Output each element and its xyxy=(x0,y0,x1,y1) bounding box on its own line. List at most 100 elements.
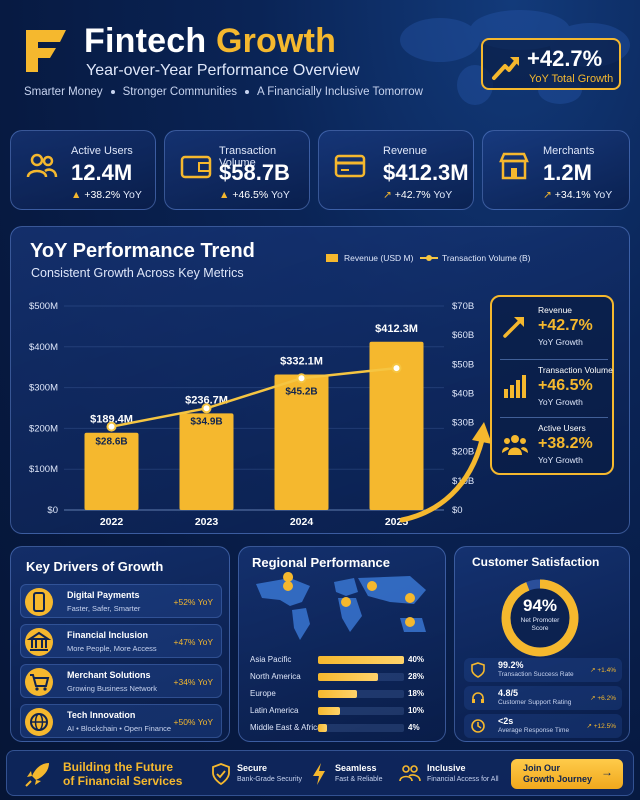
revenue-bar xyxy=(274,374,329,510)
bank-icon xyxy=(26,631,52,651)
bars-icon xyxy=(504,375,526,398)
revenue-data-label: $412.3M xyxy=(375,323,418,335)
wallet-icon xyxy=(180,155,212,179)
page-title: Fintech Growth xyxy=(84,22,337,60)
x-tick-label: 2024 xyxy=(290,516,314,528)
region-share-bar xyxy=(318,707,340,715)
kpi-card-transaction-volume: Transaction Volume $58.7B ▲ +46.5% YoY xyxy=(164,130,310,210)
revenue-data-label: $189.4M xyxy=(90,414,133,426)
transaction-volume-point xyxy=(391,363,402,374)
sat-row-response-time: <2s Average Response Time ↗ +12.5% xyxy=(464,714,622,738)
revenue-data-label: $236.7M xyxy=(185,394,228,406)
region-row-europe: Europe 18% xyxy=(250,689,425,698)
y-left-tick-label: $200M xyxy=(29,423,58,434)
transaction-volume-data-label: $28.6B xyxy=(95,437,127,448)
clock-icon xyxy=(471,719,485,733)
transaction-volume-point xyxy=(201,403,212,414)
growth-arrow-head-icon xyxy=(472,422,492,444)
headset-icon xyxy=(472,692,484,703)
legend-volume: Transaction Volume (B) xyxy=(420,253,531,263)
kpi-card-active-users: Active Users 12.4M ▲ +38.2% YoY xyxy=(10,130,156,210)
region-row-north-america: North America 28% xyxy=(250,672,425,681)
trend-subtitle: Consistent Growth Across Key Metrics xyxy=(31,266,244,280)
y-right-tick-label: $60B xyxy=(452,330,474,341)
region-row-latin-america: Latin America 10% xyxy=(250,706,425,715)
legend-swatch-line xyxy=(420,255,438,261)
trend-arrow-icon xyxy=(492,57,519,80)
cart-icon xyxy=(30,674,50,691)
region-share-bar xyxy=(318,673,379,681)
growth-arrow-icon xyxy=(399,437,485,523)
tagline: Smarter Money Stronger Communities A Finan… xyxy=(24,86,423,98)
footer-tagline: Building the Future of Financial Services xyxy=(63,760,183,788)
rocket-icon xyxy=(25,763,49,787)
region-row-asia-pacific: Asia Pacific 40% xyxy=(250,655,425,664)
revenue-bar xyxy=(179,413,234,510)
page-subtitle: Year-over-Year Performance Overview xyxy=(86,62,360,79)
driver-tech-innovation: Tech Innovation AI • Blockchain • Open F… xyxy=(20,704,222,738)
transaction-volume-data-label: $48.7B xyxy=(380,350,412,361)
side-stat-revenue: Revenue +42.7% YoY Growth xyxy=(492,299,616,357)
region-share-bar xyxy=(318,656,404,664)
nps-value: 94% xyxy=(522,596,558,615)
transaction-volume-line xyxy=(111,366,397,428)
side-stat-active-users: Active Users +38.2% YoY Growth xyxy=(492,417,616,475)
arrow-right-icon: → xyxy=(601,765,613,779)
transaction-volume-point xyxy=(106,421,117,432)
sat-row-support-rating: 4.8/5 Customer Support Rating ↗ +6.2% xyxy=(464,686,622,710)
driver-digital-payments: Digital Payments Faster, Safer, Smarter … xyxy=(20,584,222,618)
side-stat-transaction-volume: Transaction Volume +46.5% YoY Growth xyxy=(492,359,616,417)
y-left-tick-label: $500M xyxy=(29,301,58,312)
transaction-volume-data-label: $34.9B xyxy=(190,416,222,427)
transaction-volume-point xyxy=(296,373,307,384)
revenue-data-label: $332.1M xyxy=(280,356,323,368)
footer-bar: Building the Future of Financial Services… xyxy=(6,750,634,796)
region-share-bar xyxy=(318,724,327,732)
shield-check-icon xyxy=(212,763,230,785)
drivers-title: Key Drivers of Growth xyxy=(26,559,164,574)
kpi-card-merchants: Merchants 1.2M ↗ +34.1% YoY xyxy=(482,130,630,210)
x-tick-label: 2023 xyxy=(195,516,219,528)
card-icon xyxy=(334,154,366,178)
nps-ring xyxy=(501,579,579,657)
kpi-card-revenue: Revenue $412.3M ↗ +42.7% YoY xyxy=(318,130,474,210)
satisfaction-title: Customer Satisfaction xyxy=(472,555,600,569)
nps-label: Net Promoter Score xyxy=(520,617,560,632)
total-growth-badge: +42.7% YoY Total Growth xyxy=(481,38,621,90)
driver-financial-inclusion: Financial Inclusion More People, More Ac… xyxy=(20,624,222,658)
region-share-bar xyxy=(318,690,357,698)
y-left-tick-label: $400M xyxy=(29,342,58,353)
region-row-middle-east-africa: Middle East & Africa 4% xyxy=(250,723,420,732)
trend-chart: $0$100M$200M$300M$400M$500M$0$10B$20B$30… xyxy=(29,301,492,528)
people-icon xyxy=(399,765,421,782)
revenue-bar xyxy=(84,432,139,510)
y-right-tick-label: $50B xyxy=(452,359,474,370)
revenue-bar xyxy=(369,341,424,510)
nps-ring-fill xyxy=(501,579,579,657)
globe-icon xyxy=(30,713,48,731)
arrow-up-icon xyxy=(503,317,524,338)
x-tick-label: 2022 xyxy=(100,516,124,528)
legend-swatch-bar xyxy=(326,254,338,262)
join-growth-journey-button[interactable]: Join Our Growth Journey → xyxy=(511,759,623,789)
driver-merchant-solutions: Merchant Solutions Growing Business Netw… xyxy=(20,664,222,698)
f-logo-icon xyxy=(26,30,66,72)
users-icon xyxy=(502,435,528,455)
y-right-tick-label: $0 xyxy=(452,505,463,516)
regional-title: Regional Performance xyxy=(252,555,390,570)
y-left-tick-label: $300M xyxy=(29,383,58,394)
sat-row-success-rate: 99.2% Transaction Success Rate ↗ +1.4% xyxy=(464,658,622,682)
transaction-volume-data-label: $45.2B xyxy=(285,386,317,397)
world-map-icon xyxy=(256,572,426,640)
y-right-tick-label: $70B xyxy=(452,301,474,312)
y-right-tick-label: $20B xyxy=(452,447,474,458)
store-icon xyxy=(499,152,529,180)
y-right-tick-label: $40B xyxy=(452,388,474,399)
users-icon xyxy=(26,153,58,178)
legend-revenue: Revenue (USD M) xyxy=(326,253,413,263)
side-stats-panel: Revenue +42.7% YoY Growth Transaction Vo… xyxy=(490,295,614,475)
y-left-tick-label: $0 xyxy=(47,505,58,516)
phone-icon xyxy=(33,592,45,612)
y-right-tick-label: $30B xyxy=(452,418,474,429)
